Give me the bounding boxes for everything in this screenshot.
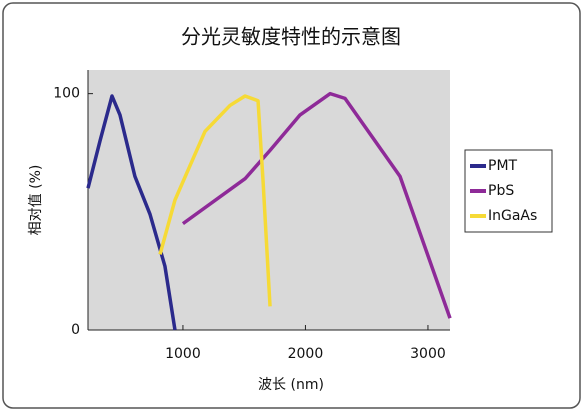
series-line <box>181 91 452 319</box>
x-tick-label: 1000 <box>165 346 201 362</box>
y-axis-label: 相对值 (%) <box>28 165 44 236</box>
legend-label: InGaAs <box>488 208 537 224</box>
y-tick-label: 100 <box>53 86 80 102</box>
chart-title: 分光灵敏度特性的示意图 <box>181 25 401 49</box>
legend-label: PbS <box>488 183 514 199</box>
legend-label: PMT <box>488 158 518 174</box>
series-line <box>86 94 177 331</box>
x-axis-label: 波长 (nm) <box>258 377 324 393</box>
series-line <box>158 94 272 307</box>
x-tick-label: 3000 <box>410 346 446 362</box>
x-tick-label: 2000 <box>288 346 324 362</box>
y-tick-label: 0 <box>71 322 80 338</box>
